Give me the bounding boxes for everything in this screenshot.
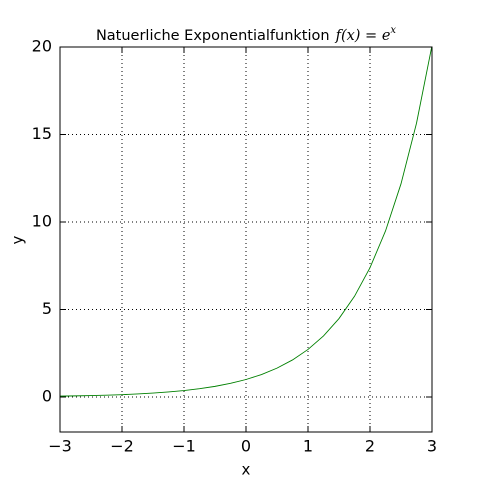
x-tick-label: 0 <box>241 437 251 456</box>
x-tick-label: −1 <box>172 437 196 456</box>
chart-title: Natuerliche Exponentialfunktion <box>96 28 330 44</box>
x-tick-label: 1 <box>303 437 313 456</box>
y-tick-label: 5 <box>42 299 52 318</box>
x-tick-label: 3 <box>427 437 437 456</box>
title-formula: f(x) = ex <box>335 25 397 45</box>
y-tick-label: 20 <box>32 37 52 56</box>
formula-base: f(x) = e <box>335 28 391 44</box>
y-tick-label: 10 <box>32 212 52 231</box>
line-series <box>60 47 432 397</box>
y-tick-label: 15 <box>32 124 52 143</box>
y-axis-label: y <box>9 235 27 244</box>
formula-exponent: x <box>390 25 396 36</box>
plot-frame <box>59 46 433 433</box>
x-tick-label: −2 <box>110 437 134 456</box>
x-axis-label: x <box>242 461 251 479</box>
x-tick-label: 2 <box>365 437 375 456</box>
x-tick-label: −3 <box>48 437 72 456</box>
y-tick-label: 0 <box>42 387 52 406</box>
